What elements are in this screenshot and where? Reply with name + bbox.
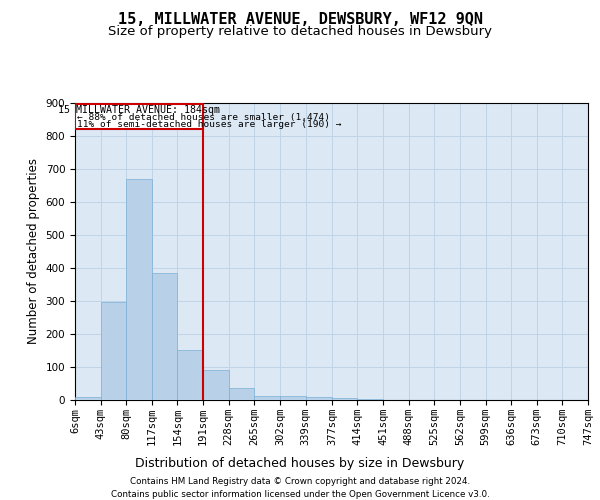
Bar [152, 274, 178, 400]
Bar [178, 350, 203, 400]
Bar [75, 398, 101, 400]
Bar [229, 388, 254, 400]
Bar [254, 396, 280, 400]
Text: 15, MILLWATER AVENUE, DEWSBURY, WF12 9QN: 15, MILLWATER AVENUE, DEWSBURY, WF12 9QN [118, 12, 482, 28]
Bar [101, 302, 126, 400]
Text: 15 MILLWATER AVENUE: 184sqm: 15 MILLWATER AVENUE: 184sqm [58, 104, 220, 115]
Y-axis label: Number of detached properties: Number of detached properties [27, 158, 40, 344]
Text: ← 88% of detached houses are smaller (1,474): ← 88% of detached houses are smaller (1,… [77, 112, 330, 122]
Bar [126, 178, 152, 400]
Text: Contains public sector information licensed under the Open Government Licence v3: Contains public sector information licen… [110, 490, 490, 499]
Bar [332, 398, 358, 400]
Bar [305, 396, 332, 400]
Bar [75, 104, 203, 129]
Text: 11% of semi-detached houses are larger (190) →: 11% of semi-detached houses are larger (… [77, 120, 341, 129]
Text: Distribution of detached houses by size in Dewsbury: Distribution of detached houses by size … [136, 458, 464, 470]
Text: Size of property relative to detached houses in Dewsbury: Size of property relative to detached ho… [108, 25, 492, 38]
Bar [203, 370, 229, 400]
Text: Contains HM Land Registry data © Crown copyright and database right 2024.: Contains HM Land Registry data © Crown c… [130, 478, 470, 486]
Bar [280, 396, 305, 400]
